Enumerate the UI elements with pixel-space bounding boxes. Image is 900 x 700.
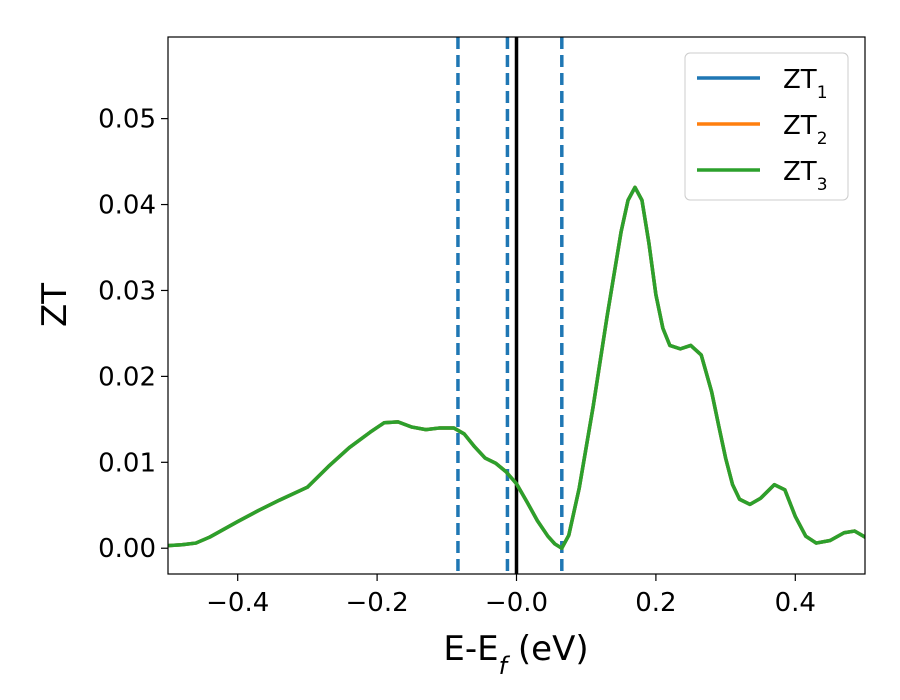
legend-label-zt2: ZT2 [783, 111, 828, 149]
y-tick-label: 0.04 [98, 191, 156, 221]
y-axis-ticks: 0.00 0.01 0.02 0.03 0.04 0.05 [98, 105, 168, 564]
x-tick-label: 0.4 [775, 588, 816, 618]
y-tick-label: 0.01 [98, 448, 156, 478]
legend: ZT1 ZT2 ZT3 [684, 52, 849, 201]
y-tick-label: 0.02 [98, 362, 156, 392]
series-line-zt3 [168, 185, 865, 550]
y-tick-label: 0.03 [98, 276, 156, 306]
y-axis-title: ZT [35, 283, 75, 327]
x-axis-ticks: −0.4 −0.2 −0.0 0.2 0.4 [206, 574, 816, 618]
x-tick-label: 0.2 [635, 588, 676, 618]
x-tick-label: −0.4 [206, 588, 269, 618]
y-tick-label: 0.05 [98, 105, 156, 135]
x-tick-label: −0.0 [485, 588, 548, 618]
x-axis-title: E-Ef (eV) [443, 629, 588, 680]
series-lines [168, 185, 865, 550]
legend-box [684, 52, 849, 201]
x-tick-label: −0.2 [346, 588, 409, 618]
y-tick-label: 0.00 [98, 534, 156, 564]
legend-label-zt3: ZT3 [783, 157, 828, 195]
legend-label-zt1: ZT1 [783, 65, 828, 103]
